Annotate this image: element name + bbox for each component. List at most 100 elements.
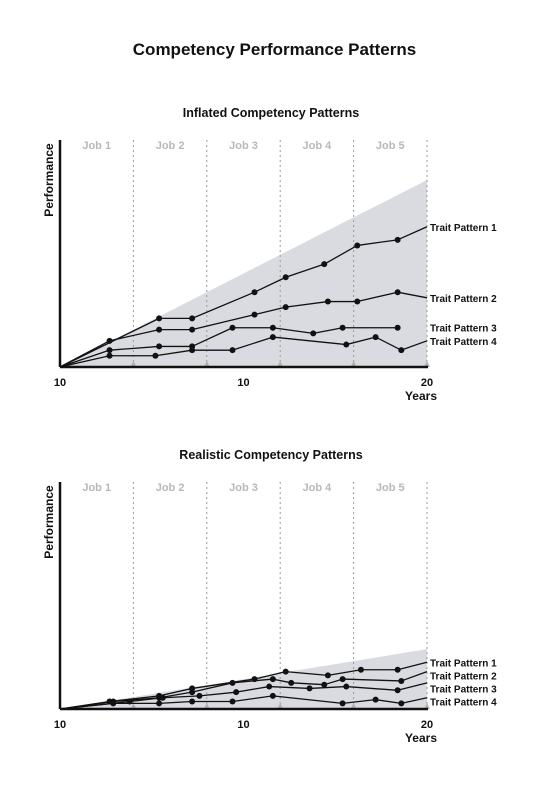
data-point	[189, 315, 196, 322]
job-boundary-marker	[277, 361, 284, 367]
data-point	[343, 341, 350, 348]
job-label: Job 4	[303, 140, 333, 152]
realistic-chart: Realistic Competency Patterns Job 1 Job 2 J…	[42, 448, 497, 745]
data-point	[339, 324, 346, 331]
x-axis-label: Years	[405, 731, 437, 745]
data-point	[152, 352, 159, 359]
job-boundary-marker	[203, 361, 210, 367]
x-tick-label: 20	[421, 377, 433, 389]
x-tick-label: 10	[237, 377, 249, 389]
data-point	[156, 315, 163, 322]
job-label: Job 4	[303, 482, 333, 494]
chart-title: Inflated Competency Patterns	[183, 106, 359, 120]
data-point	[156, 343, 163, 350]
data-point	[106, 352, 113, 359]
data-point	[229, 679, 236, 686]
data-point	[321, 261, 328, 268]
data-point	[343, 683, 350, 690]
series-line	[59, 291, 428, 368]
y-axis-label: Performance	[42, 143, 56, 217]
inflated-chart: Inflated Competency Patterns Job 1 Job 2 Jo…	[42, 106, 497, 403]
data-point	[398, 700, 405, 707]
series-label: Trait Pattern 2	[430, 294, 497, 305]
data-point	[266, 683, 273, 690]
data-point	[229, 324, 236, 331]
data-point	[357, 666, 364, 673]
job-boundary-marker	[350, 703, 357, 709]
job-label: Job 2	[156, 140, 185, 152]
data-point	[306, 685, 313, 692]
data-point	[372, 696, 379, 703]
series-line	[59, 682, 428, 710]
data-point	[269, 692, 276, 699]
data-point	[269, 334, 276, 341]
data-point	[394, 324, 401, 331]
series-label: Trait Pattern 3	[430, 324, 497, 335]
data-point	[269, 676, 276, 683]
data-point	[189, 689, 196, 696]
data-point	[189, 347, 196, 354]
series-line	[59, 695, 428, 710]
data-point	[159, 694, 166, 701]
performance-envelope	[60, 180, 427, 367]
data-point	[394, 236, 401, 243]
job-boundary-marker	[130, 703, 137, 709]
data-point	[269, 324, 276, 331]
series-line	[59, 336, 428, 368]
data-point	[110, 700, 117, 707]
data-point	[288, 679, 295, 686]
x-tick-label: 10	[237, 719, 249, 731]
x-tick-label: 10	[54, 719, 66, 731]
job-boundary-marker	[130, 361, 137, 367]
series-line	[59, 661, 428, 710]
job-label: Job 2	[156, 482, 185, 494]
data-point	[394, 687, 401, 694]
data-point	[229, 698, 236, 705]
data-point	[251, 289, 258, 296]
job-boundary-marker	[203, 703, 210, 709]
data-point	[196, 692, 203, 699]
data-point	[339, 700, 346, 707]
y-axis-label: Performance	[42, 485, 56, 559]
job-boundary-marker	[277, 703, 284, 709]
data-point	[282, 274, 289, 281]
job-boundary-marker	[350, 361, 357, 367]
data-point	[156, 700, 163, 707]
series-label: Trait Pattern 2	[430, 671, 497, 682]
data-point	[189, 326, 196, 333]
data-point	[354, 242, 361, 249]
x-tick-label: 10	[54, 377, 66, 389]
data-point	[189, 698, 196, 705]
data-point	[394, 666, 401, 673]
data-point	[398, 677, 405, 684]
series-label: Trait Pattern 3	[430, 684, 497, 695]
data-point	[339, 676, 346, 683]
job-label: Job 3	[229, 140, 258, 152]
chart-title: Realistic Competency Patterns	[179, 448, 362, 462]
job-label: Job 5	[376, 140, 405, 152]
data-point	[106, 347, 113, 354]
data-point	[282, 304, 289, 311]
job-boundary-marker	[424, 361, 430, 367]
data-point	[229, 347, 236, 354]
data-point	[310, 330, 317, 337]
job-label: Job 1	[82, 482, 111, 494]
data-point	[251, 311, 258, 318]
job-label: Job 3	[229, 482, 258, 494]
data-point	[156, 326, 163, 333]
data-point	[394, 289, 401, 296]
page-title: Competency Performance Patterns	[132, 40, 417, 59]
data-point	[321, 681, 328, 688]
series-label: Trait Pattern 4	[430, 697, 497, 708]
data-point	[233, 689, 240, 696]
data-point	[324, 298, 331, 305]
data-point	[106, 337, 113, 344]
x-tick-label: 20	[421, 719, 433, 731]
data-point	[354, 298, 361, 305]
series-label: Trait Pattern 1	[430, 223, 497, 234]
series-label: Trait Pattern 1	[430, 658, 497, 669]
series-label: Trait Pattern 4	[430, 337, 497, 348]
job-boundary-marker	[424, 703, 430, 709]
job-label: Job 1	[82, 140, 111, 152]
data-point	[372, 334, 379, 341]
